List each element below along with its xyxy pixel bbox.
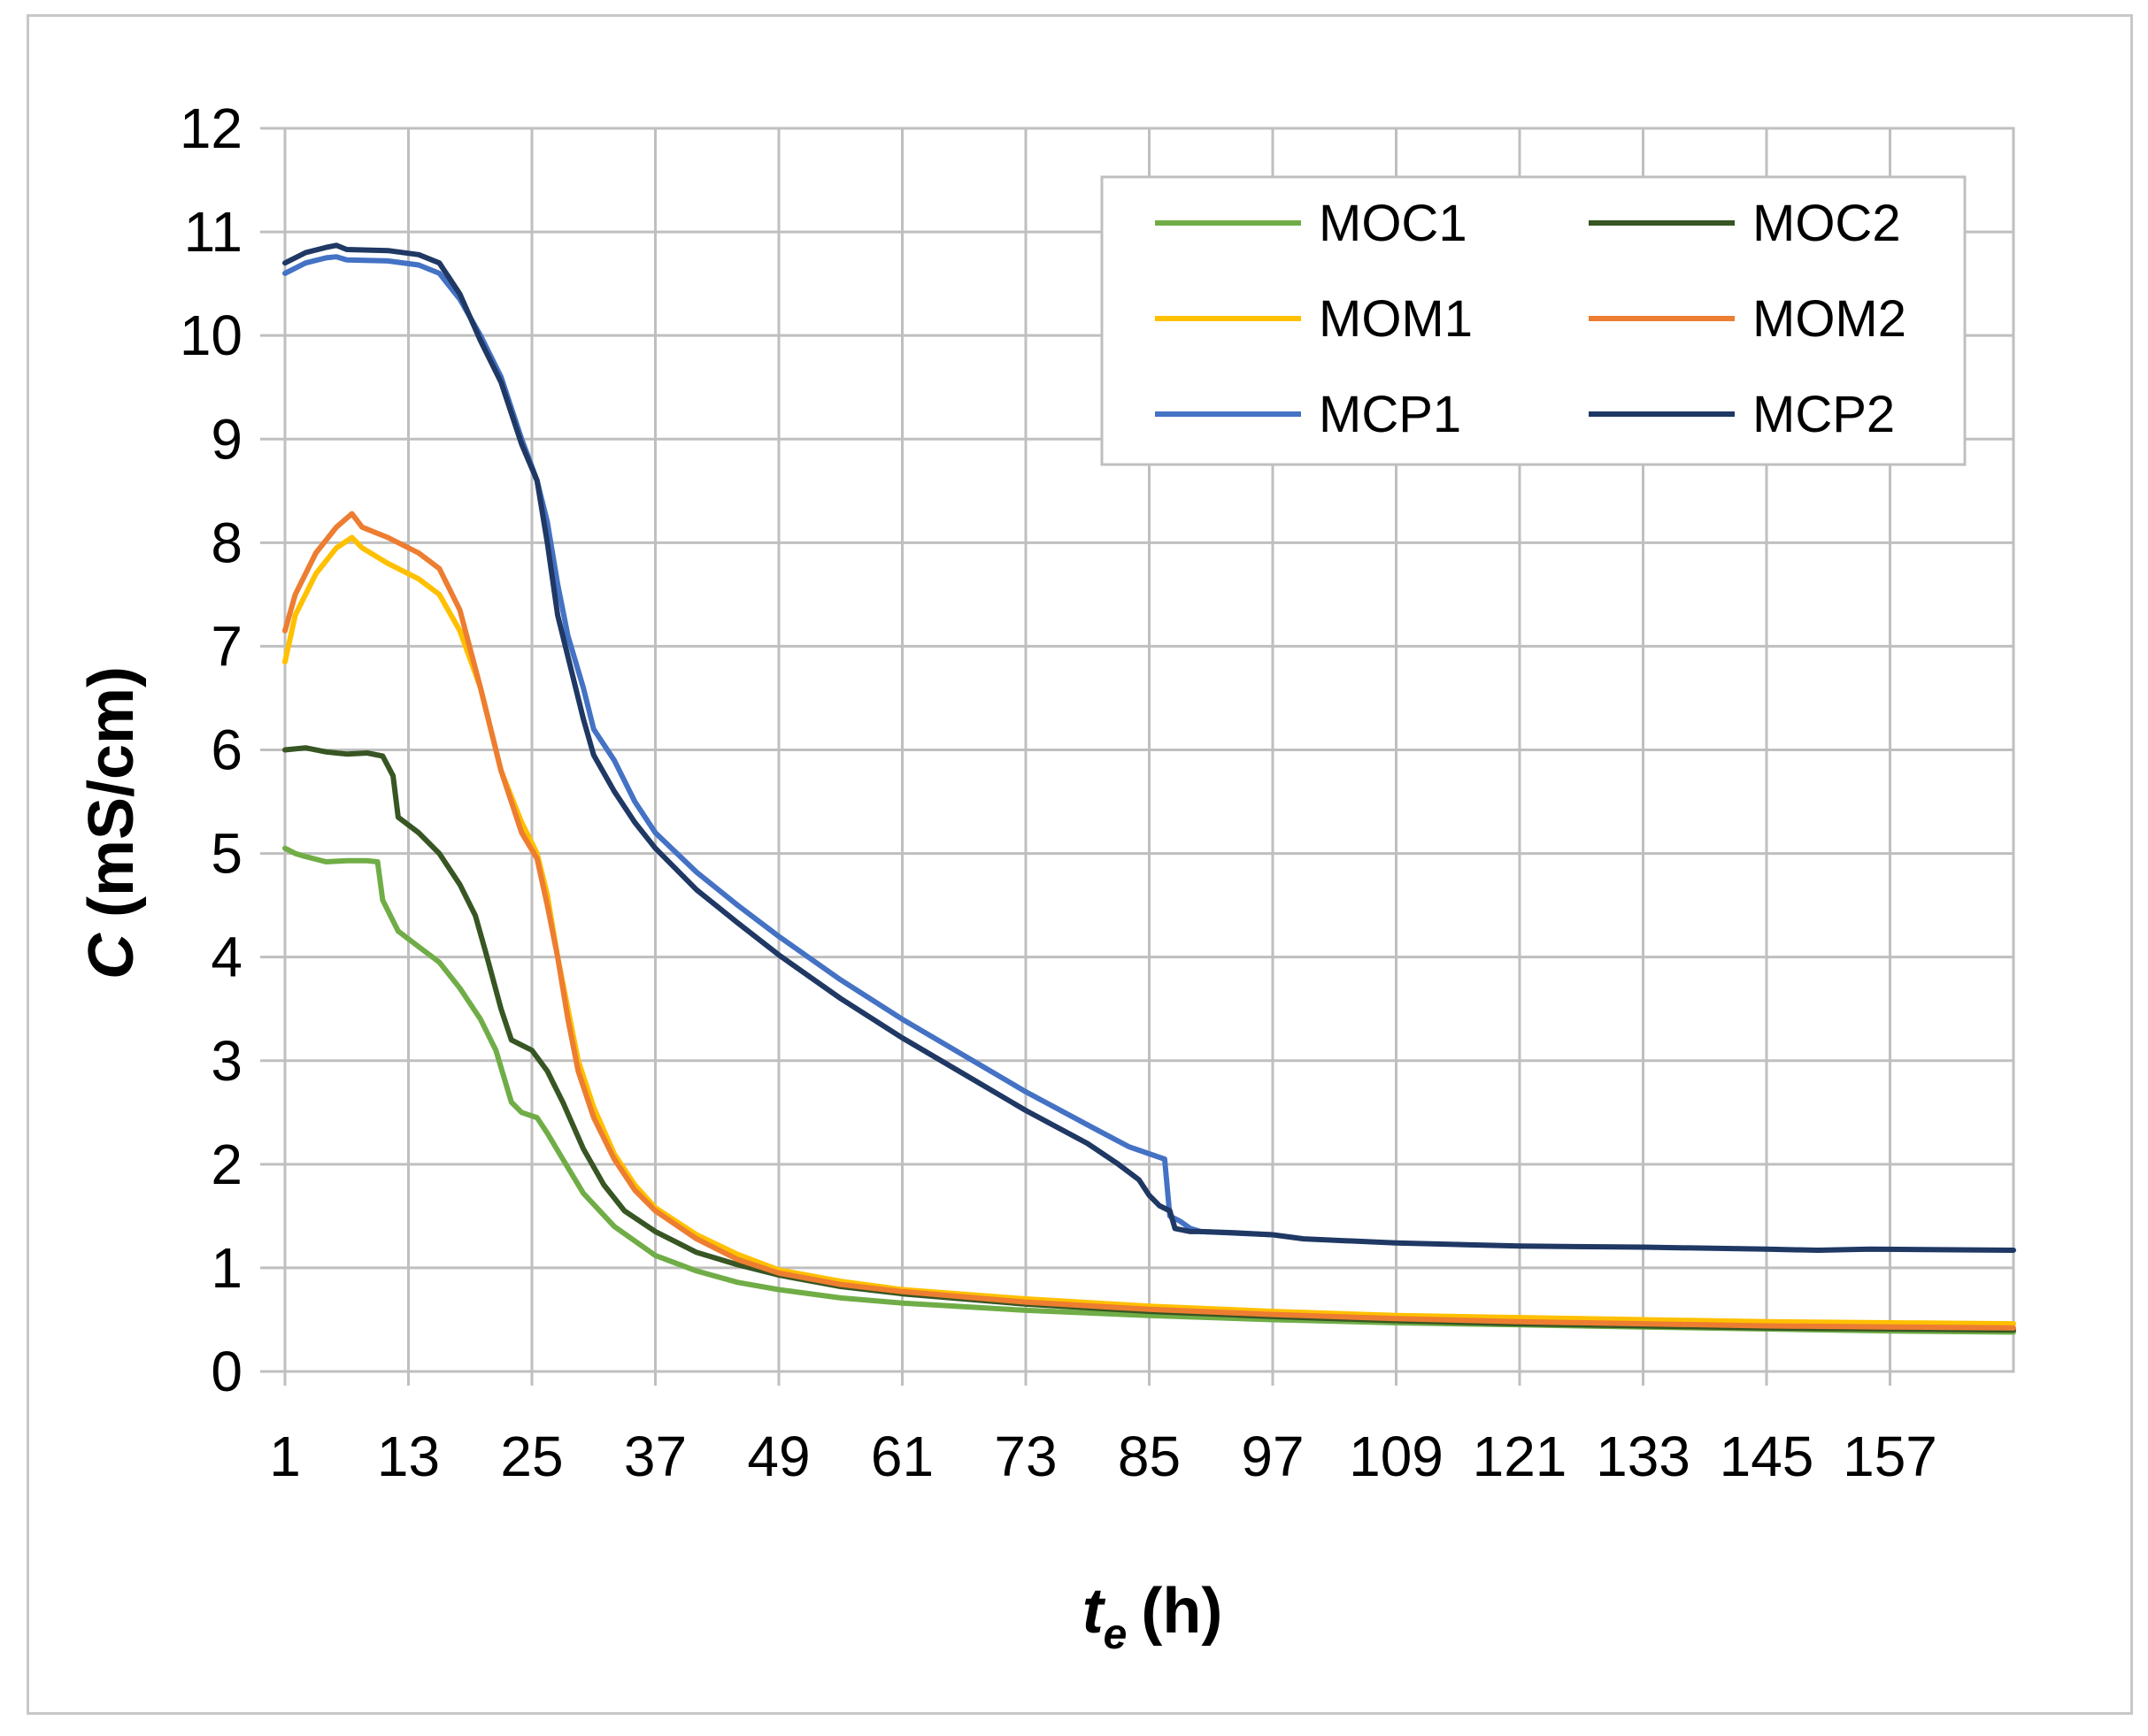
legend-label-mcp2: MCP2	[1752, 386, 1895, 443]
y-tick-label: 5	[211, 822, 243, 886]
x-axis-title-unit: (h)	[1141, 1576, 1222, 1647]
x-tick-label: 37	[624, 1425, 687, 1488]
series-line-mcp2	[282, 242, 2016, 1253]
legend: MOC1 MOC2 MOM1 MOM2 MCP1 MCP2	[1100, 175, 1967, 466]
y-tick-label: 11	[184, 200, 243, 264]
x-axis-title-sub: e	[1104, 1611, 1128, 1658]
series-line-moc1	[282, 845, 2016, 1335]
x-tick-label: 13	[377, 1425, 440, 1488]
y-tick-label: 6	[211, 718, 243, 782]
y-axis-title-var: C	[76, 933, 147, 979]
axes	[260, 127, 1891, 1386]
y-axis-title-unit: (mS/cm)	[76, 666, 147, 918]
x-tick-label: 61	[871, 1425, 934, 1488]
x-tick-label: 49	[747, 1425, 810, 1488]
series-line-mom1	[282, 534, 2016, 1327]
y-tick-label: 2	[211, 1133, 243, 1196]
y-tick-label: 12	[180, 96, 243, 160]
y-axis-title: C (mS/cm)	[76, 666, 147, 979]
series-lines	[282, 242, 2016, 1335]
legend-label-moc2: MOC2	[1752, 195, 1901, 252]
legend-label-mom1: MOM1	[1319, 290, 1473, 348]
y-tick-label: 7	[211, 614, 243, 678]
series-line-mcp1	[282, 254, 1275, 1238]
legend-label-moc1: MOC1	[1319, 195, 1467, 252]
series-line-mom2	[282, 511, 2016, 1331]
x-tick-label: 1	[269, 1425, 301, 1488]
y-tick-label: 10	[180, 303, 243, 367]
y-tick-label: 3	[211, 1029, 243, 1093]
x-tick-label: 145	[1720, 1425, 1814, 1488]
x-tick-label: 157	[1843, 1425, 1937, 1488]
legend-label-mom2: MOM2	[1752, 290, 1906, 348]
x-tick-label: 97	[1241, 1425, 1304, 1488]
x-tick-label: 85	[1118, 1425, 1181, 1488]
x-tick-label: 73	[994, 1425, 1057, 1488]
y-tick-label: 4	[211, 926, 243, 989]
y-tick-label: 0	[211, 1340, 243, 1403]
x-tick-label: 109	[1349, 1425, 1444, 1488]
y-tick-label: 9	[211, 407, 243, 471]
legend-label-mcp1: MCP1	[1319, 386, 1461, 443]
y-tick-label: 8	[211, 511, 243, 574]
x-axis-title: te (h)	[1082, 1576, 1223, 1658]
x-tick-label: 25	[500, 1425, 563, 1488]
tick-labels: 1 13 25 37 49 61 73 85 97 109 121 133 145 15701234567…	[180, 96, 1937, 1488]
x-axis-title-var: t	[1082, 1576, 1106, 1647]
y-tick-label: 1	[211, 1236, 243, 1300]
legend-items: MOC1 MOC2 MOM1 MOM2 MCP1 MCP2	[1155, 195, 1906, 443]
x-tick-label: 121	[1473, 1425, 1567, 1488]
x-tick-label: 133	[1596, 1425, 1690, 1488]
